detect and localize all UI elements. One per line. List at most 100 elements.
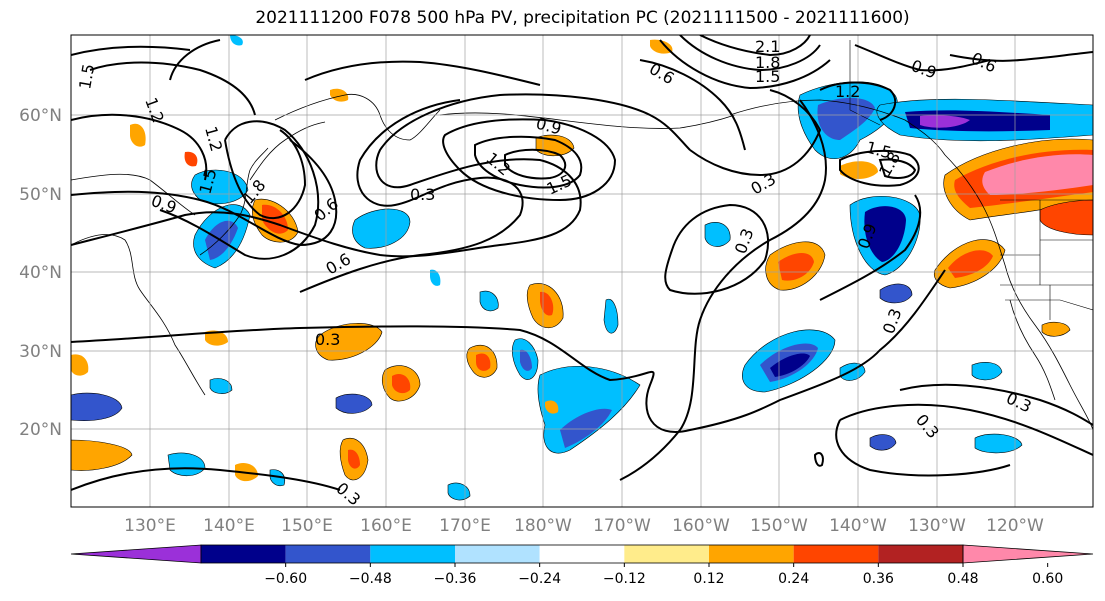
pv-contour-0-6-far-ne — [949, 51, 1093, 62]
pv-contour-0-3-loop — [664, 203, 770, 295]
colorbar-tick-label: −0.48 — [349, 571, 392, 587]
precip-blob-ne-pacific-core — [864, 206, 906, 262]
pv-contour-1-5-nw2 — [71, 39, 221, 81]
precip-shading — [71, 35, 1093, 501]
map-plot-area: 1.5 1.2 1.2 0.9 1.5 1.8 0.6 0.6 0.3 0.9 … — [71, 35, 1093, 507]
precip-blob-rockies — [1039, 199, 1093, 236]
pv-contour-1-5-nw — [71, 113, 208, 181]
pv-contour-1-5-central — [504, 148, 567, 180]
pv-contour-0-3-east — [619, 99, 827, 481]
precip-blob-nw-pacific-5-red — [348, 449, 360, 469]
pv-contour-0-6 — [299, 99, 524, 293]
contour-label: 0.3 — [410, 185, 435, 204]
coast-baja — [1009, 299, 1056, 401]
lat-label: 20°N — [19, 420, 62, 440]
precip-blob-nw-pacific-10 — [205, 330, 228, 346]
pv-contour-1-8-alaska — [878, 158, 917, 179]
precip-blob-nw-pacific-18 — [430, 269, 441, 286]
pv-contour-1-2-ne — [819, 81, 897, 121]
precip-blob-nw-pacific-1 — [352, 208, 411, 249]
precip-blob-nw-pacific-13 — [447, 482, 471, 501]
contour-label: 1.5 — [755, 67, 780, 86]
precip-blob-hawaii-ne-dark — [770, 353, 810, 377]
precip-blob-small-5 — [974, 433, 1023, 454]
precip-blob-pnw-pink — [982, 154, 1093, 195]
colorbar: −0.60 −0.48 −0.36 −0.24 −0.12 0.12 0.24 0.36 0.4… — [70, 544, 1094, 587]
contour-label: 0.3 — [315, 330, 340, 349]
precip-blob-nw-pacific-11 — [209, 378, 233, 394]
colorbar-swatch — [878, 545, 963, 563]
precip-blob-nw-pacific-14 — [330, 88, 349, 102]
colorbar-frame — [200, 544, 964, 564]
lon-label: 180°W — [514, 516, 572, 536]
border-states — [1000, 200, 1093, 320]
pv-contour-0-3-w-south — [71, 467, 341, 491]
lon-label: 150°W — [750, 516, 808, 536]
precip-blob-central-3-red — [476, 353, 491, 371]
colorbar-swatch — [709, 545, 794, 563]
lat-label: 40°N — [19, 263, 62, 283]
colorbar-swatch — [455, 545, 540, 563]
border-alaska-canada — [849, 40, 881, 126]
colorbar-tick-label: −0.60 — [264, 571, 307, 587]
lat-label: 60°N — [19, 106, 62, 126]
contour-label: 1.2 — [835, 82, 860, 101]
pv-contour-1-5-ne — [659, 39, 831, 90]
colorbar-swatch — [624, 545, 709, 563]
lat-labels: 60°N 50°N 40°N 30°N 20°N — [19, 106, 62, 440]
colorbar-swatch — [539, 545, 625, 563]
pv-contour-0-9-central — [442, 118, 617, 202]
precip-blob-central-6 — [603, 298, 619, 334]
lon-labels: 130°E 140°E 150°E 160°E 170°E 180°W 170°… — [124, 516, 1044, 536]
precip-blob-central-5 — [479, 290, 499, 312]
colorbar-tick-label: 0.48 — [947, 571, 978, 587]
precip-blob-nw-pacific-16 — [184, 151, 198, 167]
pv-contour-0-3-south — [71, 269, 946, 433]
colorbar-tick-label: −0.36 — [434, 571, 477, 587]
lon-label: 150°E — [281, 516, 333, 536]
lon-label: 130°W — [908, 516, 966, 536]
precip-blob-ne-pacific-red — [778, 253, 814, 281]
coast-aleutians — [439, 112, 736, 129]
precip-blob-central-9 — [545, 400, 559, 414]
pv-contour-0-9 — [159, 120, 320, 260]
colorbar-extend-min — [70, 544, 202, 564]
precip-blob-nw-pacific-7 — [71, 392, 123, 421]
lat-label: 50°N — [19, 185, 62, 205]
pv-contour-2-1 — [699, 35, 811, 57]
colorbar-tick-label: 0.36 — [863, 571, 894, 587]
precip-blob-gulf-alaska-core — [817, 97, 875, 140]
lat-label: 30°N — [19, 342, 62, 362]
precip-blob-bc-purple — [920, 115, 970, 128]
colorbar-swatch — [793, 545, 879, 563]
pv-contour-0-3-north — [71, 93, 691, 258]
pv-contour-1-8-ne — [679, 35, 821, 72]
precip-blob-nw-pacific-20 — [230, 35, 243, 46]
lon-label: 170°E — [439, 516, 491, 536]
precip-blob-nw-pacific-4 — [335, 393, 373, 414]
map-title: 2021111200 F078 500 hPa PV, precipitatio… — [255, 8, 910, 28]
colorbar-swatch — [201, 545, 286, 563]
pv-contour-0-3-se — [835, 403, 1093, 477]
precip-blob-nw-pacific-3-red — [392, 373, 411, 394]
pv-contour-hawaii-blob — [813, 452, 824, 467]
pv-contour-0-6-ne — [639, 59, 746, 151]
precip-blob-central-1-core — [560, 408, 612, 448]
lon-label: 140°E — [203, 516, 255, 536]
pv-contour-0-9-ne — [854, 44, 991, 72]
precip-blob-california-red — [948, 250, 993, 278]
lon-label: 170°W — [593, 516, 651, 536]
contour-label: 1.5 — [75, 62, 98, 90]
pv-contours — [71, 35, 1093, 491]
lon-label: 130°E — [124, 516, 176, 536]
precip-blob-nw-pacific-19 — [269, 469, 285, 487]
coast-alaska — [729, 99, 946, 156]
precip-blob-small-4 — [869, 434, 897, 451]
lon-label: 160°E — [360, 516, 412, 536]
precip-blob-nw-pacific-15 — [130, 123, 146, 147]
precip-blob-small-7 — [840, 161, 878, 179]
coast-kamchatka-penin — [249, 121, 326, 181]
precip-blob-nw-pacific-9 — [71, 354, 89, 376]
precip-blob-small-3 — [971, 362, 1003, 381]
